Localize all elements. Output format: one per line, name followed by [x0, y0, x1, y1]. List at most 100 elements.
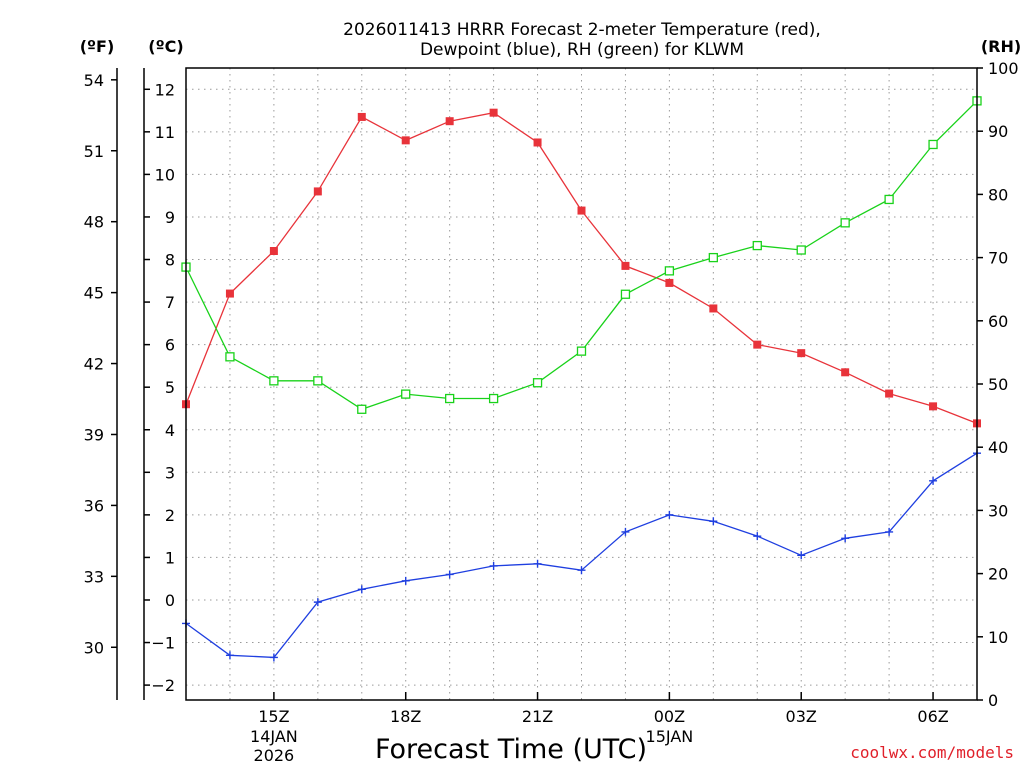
x-tick-sublabel: 2026: [254, 746, 295, 765]
temperature-point: [753, 340, 762, 349]
celsius-unit-label: (ºC): [148, 37, 183, 56]
chart-title-line-1: 2026011413 HRRR Forecast 2-meter Tempera…: [343, 20, 821, 40]
temperature-point: [401, 136, 410, 145]
x-axis-title: Forecast Time (UTC): [375, 734, 647, 765]
dewpoint-point: [753, 532, 762, 541]
rh-point: [401, 389, 411, 399]
celsius-tick-label: 8: [165, 251, 175, 270]
rh-point: [620, 289, 631, 299]
rh-tick-label: 100: [988, 59, 1019, 78]
celsius-tick-label: 3: [165, 463, 175, 482]
x-tick-label: 18Z: [390, 707, 421, 726]
rh-point: [357, 404, 367, 414]
dewpoint-point: [533, 559, 542, 568]
temperature-point: [885, 389, 894, 398]
chart-title-line-2: Dewpoint (blue), RH (green) for KLWM: [420, 40, 744, 60]
rh-tick-label: 0: [988, 691, 998, 710]
x-tick-label: 21Z: [522, 707, 553, 726]
rh-point: [928, 139, 938, 150]
rh-tick-label: 10: [988, 628, 1008, 647]
temperature-point: [577, 206, 586, 215]
x-tick-label: 00Z: [654, 707, 685, 726]
celsius-tick-label: 11: [155, 123, 175, 142]
temperature-point: [709, 304, 718, 313]
data-series: [181, 96, 982, 662]
celsius-tick-label: 0: [165, 591, 175, 610]
source-credit: coolwx.com/models: [850, 743, 1014, 762]
dewpoint-point: [269, 653, 278, 662]
rh-tick-label: 60: [988, 312, 1008, 331]
rh-point: [796, 245, 806, 255]
series-temperature: [182, 108, 981, 428]
rh-point: [840, 218, 850, 228]
rh-point: [708, 252, 718, 263]
rh-point: [752, 240, 762, 251]
fahrenheit-tick-label: 39: [84, 425, 104, 444]
dewpoint-point: [929, 476, 938, 485]
tick-labels: −2−1012345678910111230333639424548515401…: [84, 59, 1019, 765]
fahrenheit-tick-label: 45: [84, 284, 104, 303]
temperature-point: [929, 402, 938, 411]
rh-point: [488, 393, 499, 404]
celsius-tick-label: 1: [165, 548, 175, 567]
fahrenheit-unit-label: (ºF): [80, 37, 115, 56]
x-tick-label: 03Z: [786, 707, 817, 726]
x-tick-label: 15Z: [258, 707, 289, 726]
plot-frame: [185, 67, 978, 701]
temperature-point: [621, 261, 630, 270]
rh-point: [576, 346, 587, 356]
series-rh: [181, 96, 982, 414]
rh-tick-label: 80: [988, 185, 1008, 204]
temperature-point: [357, 112, 366, 121]
x-tick-sublabel: 14JAN: [250, 727, 298, 746]
rh-tick-label: 20: [988, 565, 1008, 584]
fahrenheit-tick-label: 48: [84, 213, 104, 232]
celsius-tick-label: 9: [165, 208, 175, 227]
gridlines: [186, 68, 977, 700]
rh-tick-label: 50: [988, 375, 1008, 394]
dewpoint-point: [885, 527, 894, 536]
fahrenheit-tick-label: 30: [84, 638, 104, 657]
celsius-tick-label: 4: [165, 421, 175, 440]
dewpoint-point: [621, 527, 630, 536]
temperature-point: [841, 368, 850, 377]
rh-point: [445, 393, 455, 404]
dewpoint-point: [313, 598, 322, 607]
rh-point: [269, 376, 279, 386]
dewpoint-point: [709, 517, 718, 526]
axes: [111, 67, 983, 701]
temperature-point: [489, 108, 498, 117]
x-tick-sublabel: 15JAN: [646, 727, 694, 746]
celsius-tick-label: 6: [165, 336, 175, 355]
dewpoint-point: [577, 566, 586, 575]
rh-unit-label: (RH): [981, 37, 1021, 56]
rh-tick-label: 40: [988, 438, 1008, 457]
fahrenheit-tick-label: 33: [84, 567, 104, 586]
dewpoint-point: [225, 651, 234, 660]
dewpoint-point: [489, 561, 498, 570]
rh-point: [884, 194, 894, 205]
temperature-point: [665, 278, 674, 287]
dewpoint-point: [401, 576, 410, 585]
rh-point: [313, 376, 323, 386]
rh-point: [225, 352, 235, 362]
fahrenheit-tick-label: 36: [84, 496, 104, 515]
dewpoint-point: [797, 551, 806, 560]
temperature-point: [313, 187, 322, 196]
celsius-tick-label: 10: [155, 165, 175, 184]
celsius-tick-label: 12: [155, 80, 175, 99]
dewpoint-point: [445, 570, 454, 579]
temperature-point: [225, 289, 234, 298]
celsius-tick-label: 7: [165, 293, 175, 312]
temperature-point: [797, 349, 806, 358]
fahrenheit-tick-label: 51: [84, 142, 104, 161]
dewpoint-point: [841, 534, 850, 543]
celsius-tick-label: −1: [151, 634, 175, 653]
celsius-tick-label: −2: [151, 676, 175, 695]
dewpoint-point: [665, 510, 674, 519]
celsius-tick-label: 2: [165, 506, 175, 525]
temperature-point: [269, 247, 278, 256]
temperature-point: [533, 138, 542, 147]
temperature-point: [445, 117, 454, 126]
